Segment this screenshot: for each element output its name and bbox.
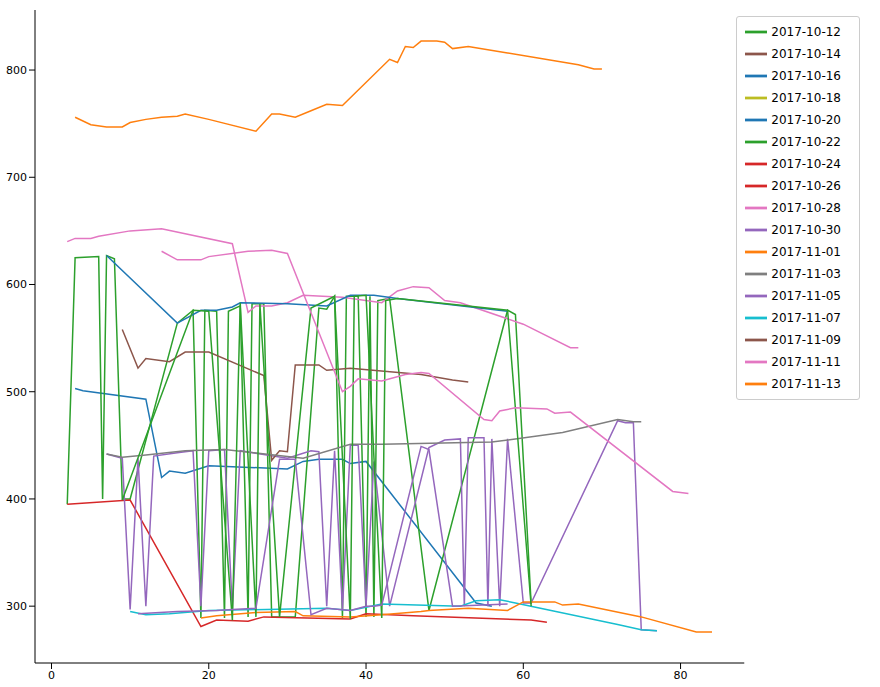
html-text:2017-10-16: 2017-10-16	[771, 68, 841, 83]
svg-text:20: 20	[202, 669, 216, 682]
html-text:2017-10-18: 2017-10-18	[771, 90, 841, 105]
svg-text:0: 0	[48, 669, 55, 682]
html-text:2017-11-01: 2017-11-01	[771, 244, 841, 259]
html-text:2017-11-07: 2017-11-07	[771, 310, 841, 325]
html-text:2017-10-30: 2017-10-30	[771, 222, 841, 237]
html-text:2017-10-20: 2017-10-20	[771, 112, 841, 127]
html-text:2017-10-28: 2017-10-28	[771, 200, 841, 215]
html-text:2017-10-14: 2017-10-14	[771, 46, 841, 61]
svg-text:300: 300	[8, 600, 27, 613]
svg-text:700: 700	[8, 171, 27, 184]
html-text:2017-11-03: 2017-11-03	[771, 266, 841, 281]
svg-text:40: 40	[359, 669, 373, 682]
svg-text:80: 80	[674, 669, 688, 682]
html-text:2017-10-12: 2017-10-12	[771, 24, 841, 39]
svg-text:800: 800	[8, 64, 27, 77]
html-text:2017-10-26: 2017-10-26	[771, 178, 841, 193]
svg-text:500: 500	[8, 386, 27, 399]
html-text:2017-11-05: 2017-11-05	[771, 288, 841, 303]
svg-text:400: 400	[8, 493, 27, 506]
svg-text:600: 600	[8, 278, 27, 291]
html-text:2017-11-11: 2017-11-11	[771, 354, 841, 369]
svg-text:60: 60	[516, 669, 530, 682]
html-text:2017-11-09: 2017-11-09	[771, 332, 841, 347]
html-text:2017-10-22: 2017-10-22	[771, 134, 841, 149]
html-text:2017-10-24: 2017-10-24	[771, 156, 841, 171]
html-text:2017-11-13: 2017-11-13	[771, 376, 841, 391]
